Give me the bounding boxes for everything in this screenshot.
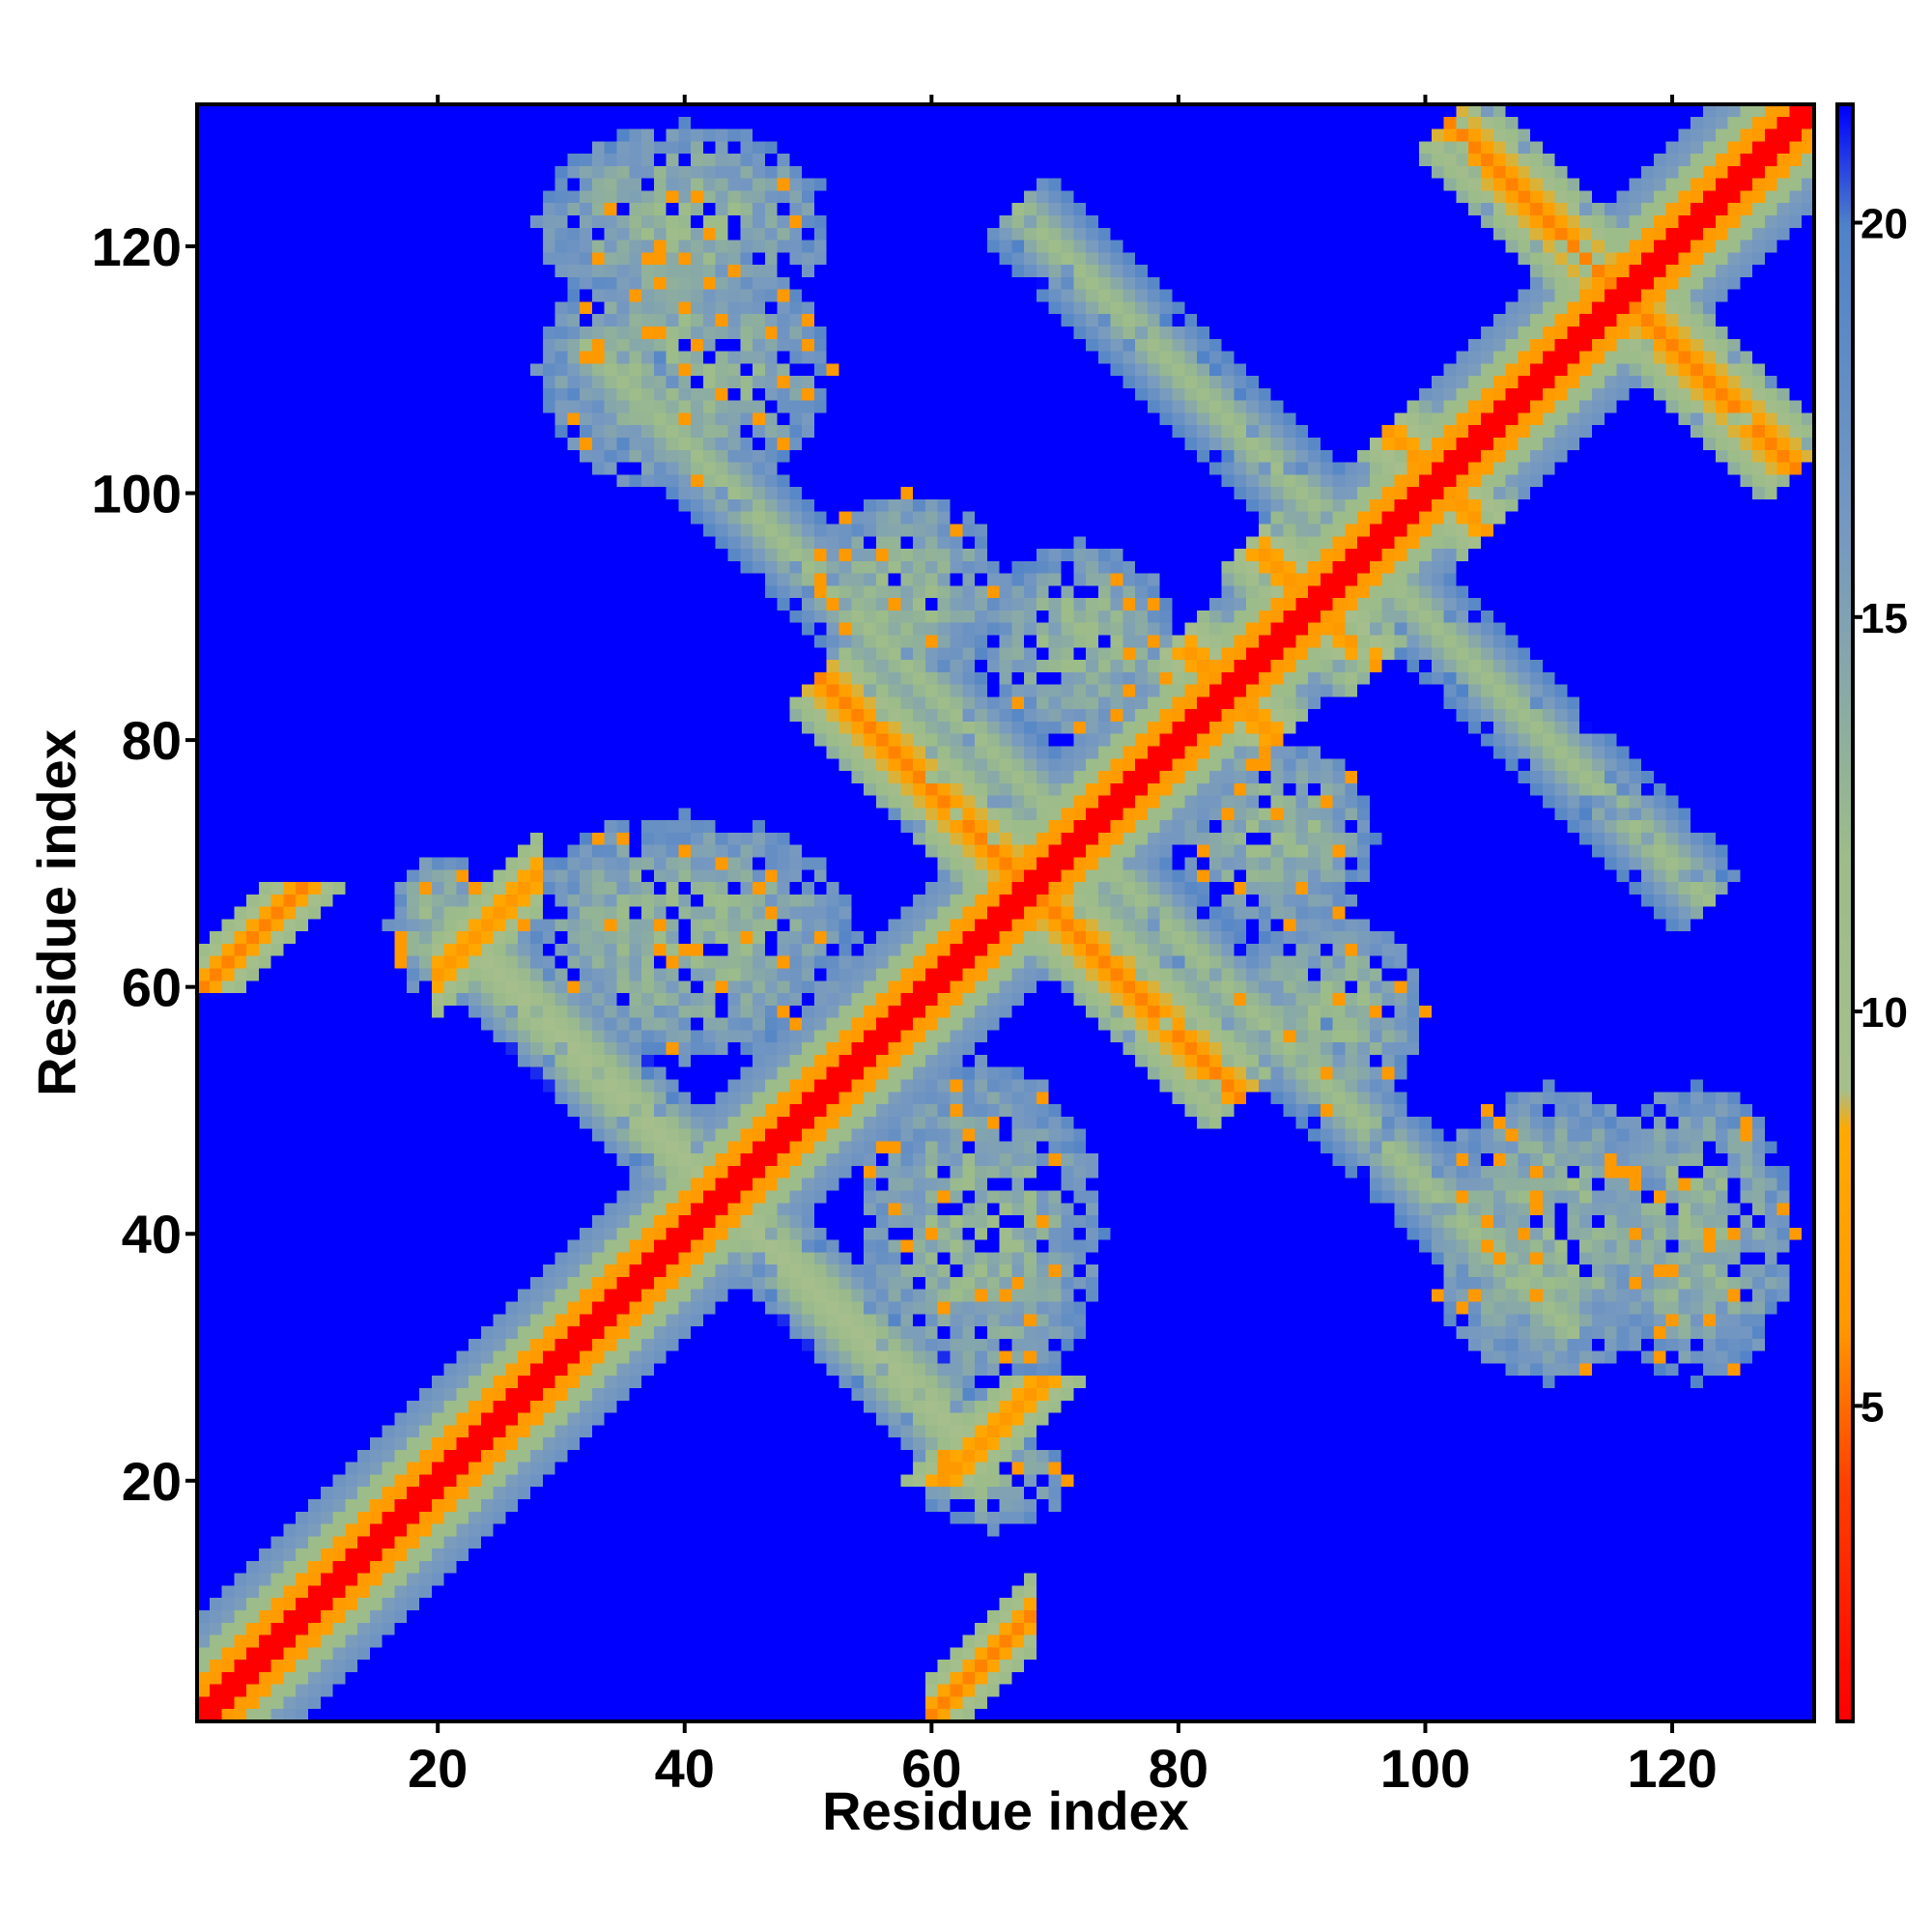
heatmap-plot-area xyxy=(197,104,1814,1721)
colorbar-tick-label: 5 xyxy=(1861,1383,1884,1431)
x-tick-label: 120 xyxy=(1627,1738,1717,1799)
colorbar-tick-label: 15 xyxy=(1861,595,1908,642)
y-axis-ticks: 20 40 60 80 100 120 xyxy=(92,216,197,1512)
y-tick-label: 80 xyxy=(122,710,182,771)
colorbar-tick-label: 10 xyxy=(1861,989,1908,1037)
colorbar-frame xyxy=(1835,102,1855,1723)
y-tick-label: 120 xyxy=(92,216,182,277)
x-tick-label: 80 xyxy=(1149,1738,1208,1799)
colorbar-gradient xyxy=(1837,104,1853,1721)
x-axis-label: Residue index xyxy=(822,1780,1189,1841)
x-axis-ticks: 20 40 60 80 100 120 xyxy=(408,95,1718,1799)
y-axis-label: Residue index xyxy=(26,729,87,1096)
plot-frame xyxy=(195,102,1816,1723)
y-tick-label: 100 xyxy=(92,464,182,525)
y-tick-label: 60 xyxy=(122,957,182,1018)
x-tick-label: 20 xyxy=(408,1738,468,1799)
x-tick-label: 60 xyxy=(901,1738,961,1799)
colorbar-tick-label: 20 xyxy=(1861,200,1908,247)
colorbar-ticks: 5 10 15 20 xyxy=(1853,200,1908,1431)
y-tick-label: 20 xyxy=(122,1451,182,1512)
y-tick-label: 40 xyxy=(122,1204,182,1264)
x-tick-label: 100 xyxy=(1380,1738,1470,1799)
x-tick-label: 40 xyxy=(655,1738,715,1799)
